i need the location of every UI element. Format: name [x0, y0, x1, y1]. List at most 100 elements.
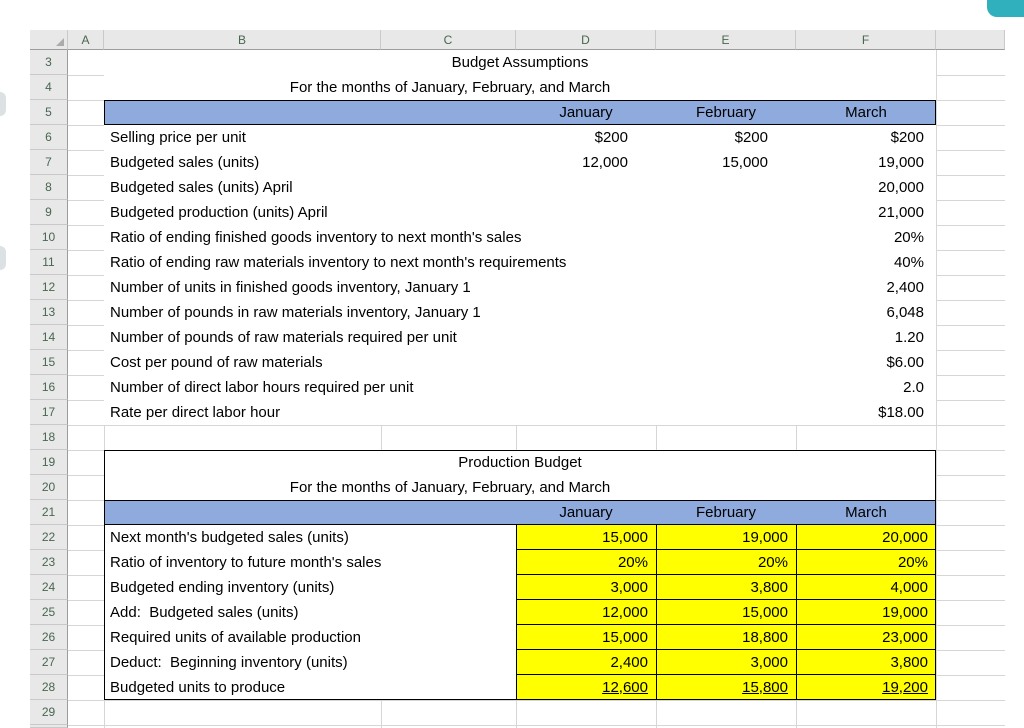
value-cell[interactable]: 19,200 — [796, 675, 936, 700]
value-cell[interactable]: 15,000 — [722, 154, 768, 171]
production-subtitle[interactable]: For the months of January, February, and… — [289, 479, 611, 496]
select-all-corner[interactable] — [30, 30, 68, 50]
value-cell[interactable]: 21,000 — [878, 204, 924, 221]
row-header-20[interactable]: 20 — [30, 475, 68, 500]
value-cell[interactable]: 12,000 — [516, 600, 656, 625]
row-header-13[interactable]: 13 — [30, 300, 68, 325]
value-cell[interactable]: 18,800 — [656, 625, 796, 650]
row-header-6[interactable]: 6 — [30, 125, 68, 150]
row-header-21[interactable]: 21 — [30, 500, 68, 525]
row-header-15[interactable]: 15 — [30, 350, 68, 375]
value-cell[interactable]: 1.20 — [894, 329, 924, 346]
row-label-cell[interactable]: Ratio of inventory to future month's sal… — [110, 554, 382, 571]
value-cell[interactable]: $200 — [594, 129, 628, 146]
row-label-cell[interactable]: Budgeted sales (units) — [110, 154, 260, 171]
value-cell[interactable]: 20,000 — [878, 179, 924, 196]
value-cell[interactable]: 19,000 — [878, 154, 924, 171]
row-header-16[interactable]: 16 — [30, 375, 68, 400]
assumptions-subtitle[interactable]: For the months of January, February, and… — [289, 79, 611, 96]
value-cell[interactable]: 12,000 — [582, 154, 628, 171]
value-cell[interactable]: 19,000 — [796, 600, 936, 625]
column-header-c[interactable]: C — [381, 30, 516, 50]
value-cell[interactable]: $6.00 — [886, 354, 924, 371]
row-label-cell[interactable]: Required units of available production — [110, 629, 361, 646]
month-header-cell[interactable]: January — [559, 104, 613, 121]
row-header-8[interactable]: 8 — [30, 175, 68, 200]
value-cell[interactable]: $200 — [890, 129, 924, 146]
row-label-cell[interactable]: Rate per direct labor hour — [110, 404, 281, 421]
column-header-e[interactable]: E — [656, 30, 796, 50]
row-header-23[interactable]: 23 — [30, 550, 68, 575]
value-cell[interactable]: 4,000 — [796, 575, 936, 600]
value-cell[interactable]: 6,048 — [886, 304, 924, 321]
value-cell[interactable]: 40% — [893, 254, 924, 271]
row-header-26[interactable]: 26 — [30, 625, 68, 650]
value-cell[interactable]: 23,000 — [796, 625, 936, 650]
value-cell[interactable]: 15,000 — [516, 525, 656, 550]
value-cell[interactable]: 3,000 — [656, 650, 796, 675]
assumptions-title[interactable]: Budget Assumptions — [451, 54, 589, 71]
production-title[interactable]: Production Budget — [458, 454, 582, 471]
row-label-cell[interactable]: Number of units in finished goods invent… — [110, 279, 471, 296]
row-label-cell[interactable]: Budgeted units to produce — [110, 679, 286, 696]
column-header-d[interactable]: D — [516, 30, 656, 50]
row-label-cell[interactable]: Next month's budgeted sales (units) — [110, 529, 349, 546]
row-header-3[interactable]: 3 — [30, 50, 68, 75]
value-cell[interactable]: $200 — [734, 129, 768, 146]
month-header-cell[interactable]: March — [845, 504, 887, 521]
value-cell[interactable]: 20% — [516, 550, 656, 575]
row-header-17[interactable]: 17 — [30, 400, 68, 425]
value-cell[interactable]: 20% — [893, 229, 924, 246]
month-header-cell[interactable]: March — [845, 104, 887, 121]
value-cell[interactable]: 20% — [796, 550, 936, 575]
row-header-10[interactable]: 10 — [30, 225, 68, 250]
value-cell[interactable]: 12,600 — [516, 675, 656, 700]
month-header-cell[interactable]: February — [695, 104, 757, 121]
row-header-5[interactable]: 5 — [30, 100, 68, 125]
value-cell[interactable]: 20% — [656, 550, 796, 575]
row-label-cell[interactable]: Number of direct labor hours required pe… — [110, 379, 414, 396]
row-label-cell[interactable]: Selling price per unit — [110, 129, 246, 146]
value-cell[interactable]: 3,000 — [516, 575, 656, 600]
row-header-27[interactable]: 27 — [30, 650, 68, 675]
month-header-cell[interactable]: January — [559, 504, 613, 521]
value-cell[interactable]: 20,000 — [796, 525, 936, 550]
row-header-22[interactable]: 22 — [30, 525, 68, 550]
row-header-19[interactable]: 19 — [30, 450, 68, 475]
row-header-9[interactable]: 9 — [30, 200, 68, 225]
row-label-cell[interactable]: Number of pounds of raw materials requir… — [110, 329, 457, 346]
row-label-cell[interactable]: Deduct: Beginning inventory (units) — [110, 654, 348, 671]
row-header-24[interactable]: 24 — [30, 575, 68, 600]
value-cell[interactable]: 15,000 — [516, 625, 656, 650]
value-cell[interactable]: $18.00 — [878, 404, 924, 421]
value-cell[interactable]: 2,400 — [886, 279, 924, 296]
row-header-28[interactable]: 28 — [30, 675, 68, 700]
row-header-25[interactable]: 25 — [30, 600, 68, 625]
row-label-cell[interactable]: Budgeted ending inventory (units) — [110, 579, 335, 596]
row-label-cell[interactable]: Budgeted sales (units) April — [110, 179, 293, 196]
row-header-29[interactable]: 29 — [30, 700, 68, 725]
column-header-partial[interactable] — [936, 30, 1005, 50]
month-header-cell[interactable]: February — [695, 504, 757, 521]
row-label-cell[interactable]: Number of pounds in raw materials invent… — [110, 304, 481, 321]
value-cell[interactable]: 2.0 — [903, 379, 924, 396]
row-header-11[interactable]: 11 — [30, 250, 68, 275]
row-header-7[interactable]: 7 — [30, 150, 68, 175]
column-header-f[interactable]: F — [796, 30, 936, 50]
row-label-cell[interactable]: Ratio of ending finished goods inventory… — [110, 229, 522, 246]
row-header-18[interactable]: 18 — [30, 425, 68, 450]
row-header-12[interactable]: 12 — [30, 275, 68, 300]
value-cell[interactable]: 15,000 — [656, 600, 796, 625]
value-cell[interactable]: 2,400 — [516, 650, 656, 675]
row-header-4[interactable]: 4 — [30, 75, 68, 100]
row-header-14[interactable]: 14 — [30, 325, 68, 350]
value-cell[interactable]: 3,800 — [656, 575, 796, 600]
row-label-cell[interactable]: Add: Budgeted sales (units) — [110, 604, 299, 621]
value-cell[interactable]: 3,800 — [796, 650, 936, 675]
column-header-b[interactable]: B — [104, 30, 381, 50]
value-cell[interactable]: 19,000 — [656, 525, 796, 550]
row-label-cell[interactable]: Budgeted production (units) April — [110, 204, 328, 221]
row-label-cell[interactable]: Cost per pound of raw materials — [110, 354, 323, 371]
column-header-a[interactable]: A — [68, 30, 104, 50]
row-label-cell[interactable]: Ratio of ending raw materials inventory … — [110, 254, 567, 271]
